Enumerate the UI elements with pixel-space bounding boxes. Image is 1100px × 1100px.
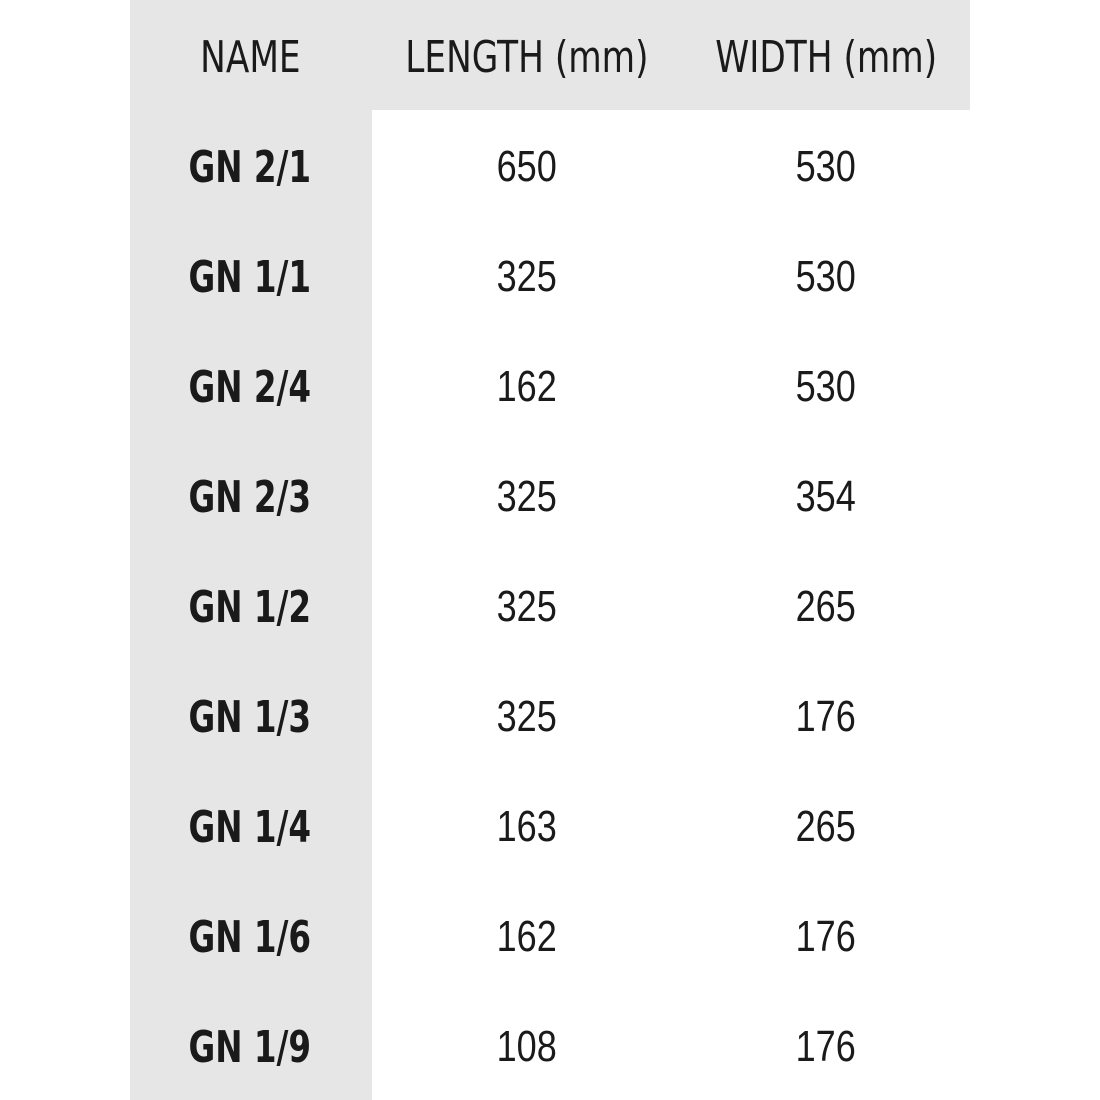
row-name: GN 1/4 (100, 772, 400, 882)
row-value: 108 (377, 992, 677, 1100)
row-value-text: 530 (795, 362, 857, 411)
row-name: GN 2/4 (100, 332, 400, 442)
row-value-text: 650 (496, 142, 558, 191)
row-name: GN 2/1 (100, 112, 400, 222)
row-value: 530 (676, 112, 976, 222)
row-value-text: 325 (496, 692, 558, 741)
row-name-text: GN 2/1 (188, 141, 312, 193)
row-value: 265 (676, 552, 976, 662)
row-name: GN 1/9 (100, 992, 400, 1100)
row-value-text: 325 (496, 472, 558, 521)
name-column-background (130, 0, 372, 1100)
row-value: 325 (377, 662, 677, 772)
row-name-text: GN 1/3 (188, 691, 312, 743)
header-cell: WIDTH (mm) (676, 2, 976, 112)
row-value-text: 176 (795, 692, 857, 741)
row-name-text: GN 2/3 (188, 471, 312, 523)
row-value-text: 354 (795, 472, 857, 521)
header-cell: LENGTH (mm) (377, 2, 677, 112)
row-value-text: 265 (795, 802, 857, 851)
row-value: 325 (377, 552, 677, 662)
row-value-text: 530 (795, 252, 857, 301)
row-name: GN 1/2 (100, 552, 400, 662)
row-value-text: 530 (795, 142, 857, 191)
row-name: GN 2/3 (100, 442, 400, 552)
row-value: 530 (676, 222, 976, 332)
row-value: 325 (377, 222, 677, 332)
row-value: 162 (377, 332, 677, 442)
row-value-text: 162 (496, 362, 558, 411)
row-name-text: GN 1/6 (188, 911, 312, 963)
row-value: 162 (377, 882, 677, 992)
row-name-text: GN 2/4 (188, 361, 312, 413)
row-value: 176 (676, 992, 976, 1100)
row-value: 163 (377, 772, 677, 882)
row-value-text: 325 (496, 252, 558, 301)
row-name-text: GN 1/1 (188, 251, 312, 303)
row-value: 530 (676, 332, 976, 442)
row-name-text: GN 1/4 (188, 801, 312, 853)
row-name-text: GN 1/2 (188, 581, 312, 633)
row-name: GN 1/6 (100, 882, 400, 992)
header-cell-text: LENGTH (mm) (405, 31, 649, 83)
row-value-text: 162 (496, 912, 558, 961)
row-value-text: 265 (795, 582, 857, 631)
row-value: 265 (676, 772, 976, 882)
header-cell: NAME (100, 2, 400, 112)
row-value-text: 325 (496, 582, 558, 631)
row-value: 650 (377, 112, 677, 222)
row-value-text: 108 (496, 1022, 558, 1071)
row-name: GN 1/1 (100, 222, 400, 332)
row-value-text: 176 (795, 1022, 857, 1071)
row-name-text: GN 1/9 (188, 1021, 312, 1073)
row-value: 176 (676, 662, 976, 772)
row-value-text: 176 (795, 912, 857, 961)
row-value: 325 (377, 442, 677, 552)
row-value: 176 (676, 882, 976, 992)
header-cell-text: NAME (199, 31, 301, 83)
row-name: GN 1/3 (100, 662, 400, 772)
row-value: 354 (676, 442, 976, 552)
row-value-text: 163 (496, 802, 558, 851)
header-cell-text: WIDTH (mm) (715, 31, 937, 83)
